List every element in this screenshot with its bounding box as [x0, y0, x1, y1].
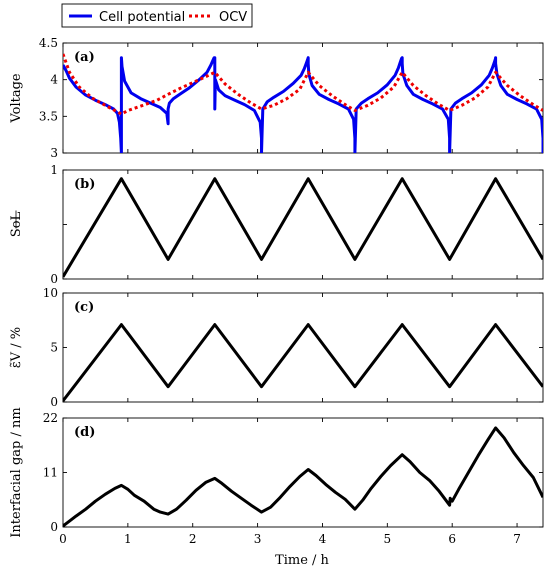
y-tick-label: 4.5	[39, 36, 58, 50]
panel-b: 0 1 SoL (b)	[9, 163, 544, 286]
y-tick-label: 11	[43, 466, 58, 480]
panel-c: 0 5 10 ε̃V / % (c)	[9, 286, 544, 409]
x-tick-label: 6	[448, 532, 456, 546]
panel-label: (d)	[74, 425, 95, 440]
y-tick-label: 0	[50, 395, 58, 409]
y-tick-label: 1	[50, 163, 58, 177]
panel-label: (b)	[74, 177, 95, 192]
y-axis-label: ε̃V / %	[9, 327, 24, 368]
y-axis-label: SoL	[9, 211, 24, 237]
series-line-panel-d	[63, 426, 543, 527]
panel-label: (c)	[74, 300, 94, 315]
panel-a: 3 3.5 4 4.5 Voltage (a)	[9, 36, 544, 160]
x-tick-label: 2	[189, 532, 197, 546]
legend-box	[61, 3, 253, 28]
legend-label-cell-potential: Cell potential	[99, 10, 185, 25]
x-tick-label: 5	[384, 532, 392, 546]
series-line-panel-b	[63, 177, 543, 278]
panel-frame	[62, 42, 544, 154]
panel-d: 0 11 22 0 1 2 3 4 5 6 7 Interfacial gap / nm (d)	[9, 407, 544, 546]
x-axis-label: Time / h	[275, 553, 329, 568]
x-tick-label: 1	[124, 532, 132, 546]
x-tick-label: 4	[319, 532, 327, 546]
panel-label: (a)	[74, 50, 95, 65]
y-tick-label: 4	[50, 73, 58, 87]
y-tick-label: 0	[50, 520, 58, 534]
legend: Cell potential OCV	[61, 3, 253, 28]
series-line-panel-c	[63, 323, 543, 402]
y-tick-label: 3.5	[39, 109, 58, 123]
y-tick-label: 22	[43, 411, 58, 425]
y-axis-label: Interfacial gap / nm	[9, 407, 24, 537]
series-line-cell-potential	[63, 56, 543, 153]
y-axis-label: Voltage	[9, 73, 24, 123]
panel-frame	[62, 292, 544, 403]
y-tick-label: 0	[50, 272, 58, 286]
x-tick-label: 7	[513, 532, 521, 546]
legend-label-ocv: OCV	[219, 10, 247, 25]
y-tick-label: 5	[50, 341, 58, 355]
x-tick-label: 3	[254, 532, 262, 546]
y-tick-label: 10	[43, 286, 58, 300]
series-line-ocv	[63, 53, 543, 116]
x-tick-label: 0	[59, 532, 67, 546]
y-tick-label: 3	[50, 146, 58, 160]
